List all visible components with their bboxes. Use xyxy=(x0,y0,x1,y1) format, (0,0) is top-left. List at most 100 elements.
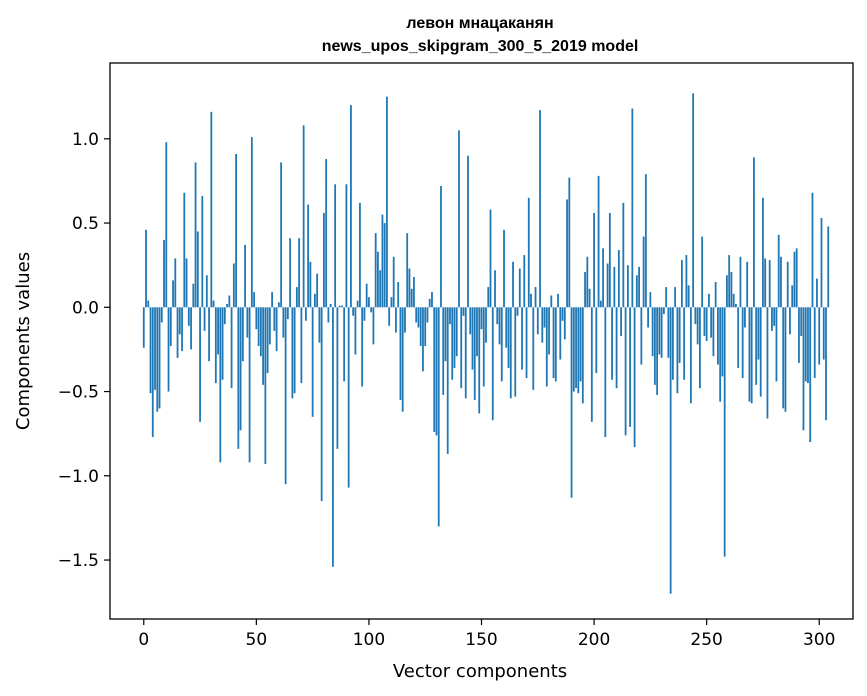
bar-139 xyxy=(455,307,458,357)
bar-294 xyxy=(804,307,807,382)
bar-295 xyxy=(807,307,809,384)
x-axis-label: Vector components xyxy=(393,661,567,682)
bar-304 xyxy=(827,226,830,308)
bar-75 xyxy=(311,307,314,417)
bar-44 xyxy=(241,307,244,362)
bar-168 xyxy=(521,307,523,370)
bar-301 xyxy=(820,218,823,308)
bar-81 xyxy=(325,159,328,308)
bar-300 xyxy=(818,307,821,365)
bar-233 xyxy=(667,307,670,358)
bar-120 xyxy=(413,276,415,308)
bar-217 xyxy=(631,108,634,308)
bar-267 xyxy=(744,307,746,328)
bar-219 xyxy=(635,275,638,308)
bar-38 xyxy=(228,295,231,308)
x-axis: 0 50 100 150 200 250 300 xyxy=(138,619,835,650)
bar-221 xyxy=(640,307,643,365)
bar-103 xyxy=(374,233,377,308)
bar-239 xyxy=(680,260,683,308)
bar-152 xyxy=(485,307,487,343)
bar-124 xyxy=(422,307,424,372)
bar-110 xyxy=(390,297,393,308)
bar-192 xyxy=(575,307,577,389)
bar-118 xyxy=(408,268,411,308)
bar-145 xyxy=(469,307,472,335)
bar-283 xyxy=(780,256,782,308)
bar-87 xyxy=(338,305,341,308)
bar-95 xyxy=(356,300,359,308)
bar-224 xyxy=(647,307,650,328)
bar-96 xyxy=(359,202,361,308)
bar-256 xyxy=(719,307,722,402)
bar-218 xyxy=(633,307,636,448)
bar-16 xyxy=(178,307,181,335)
bar-119 xyxy=(410,288,413,308)
bar-136 xyxy=(449,307,451,325)
bar-5 xyxy=(154,307,156,390)
bar-254 xyxy=(714,282,717,308)
bar-273 xyxy=(757,307,760,360)
bar-9 xyxy=(163,239,165,308)
bar-196 xyxy=(584,271,586,308)
bar-30 xyxy=(210,111,213,308)
bar-144 xyxy=(467,155,469,308)
bar-278 xyxy=(768,260,771,308)
bar-84 xyxy=(331,307,334,567)
bar-223 xyxy=(644,174,647,308)
bar-194 xyxy=(579,307,582,382)
bar-188 xyxy=(566,199,568,308)
bar-275 xyxy=(762,197,764,308)
bar-289 xyxy=(793,251,796,308)
bar-15 xyxy=(176,307,179,358)
bar-261 xyxy=(730,271,733,308)
bar-234 xyxy=(669,307,672,594)
bar-7 xyxy=(158,307,161,409)
bar-250 xyxy=(705,307,708,341)
bar-185 xyxy=(559,307,562,360)
bar-113 xyxy=(397,282,400,308)
bar-285 xyxy=(784,307,787,412)
bar-157 xyxy=(496,307,499,325)
bar-41 xyxy=(235,153,237,308)
bar-143 xyxy=(464,307,467,399)
bar-170 xyxy=(525,307,528,379)
bar-257 xyxy=(721,307,724,377)
bar-203 xyxy=(599,300,602,308)
bar-214 xyxy=(624,307,627,436)
bar-277 xyxy=(766,307,769,419)
bar-14 xyxy=(174,258,177,308)
bar-71 xyxy=(302,125,305,308)
chart-title-line-1: левон мнацаканян xyxy=(406,15,553,32)
x-tick-label: 200 xyxy=(578,630,610,650)
bar-280 xyxy=(773,307,776,326)
bar-107 xyxy=(383,223,386,308)
bar-126 xyxy=(426,307,429,323)
bar-243 xyxy=(689,307,692,404)
bar-127 xyxy=(428,298,431,308)
bar-62 xyxy=(282,307,285,338)
bar-158 xyxy=(498,307,501,345)
bar-45 xyxy=(244,244,246,308)
bar-227 xyxy=(653,307,656,385)
y-tick-label: 1.0 xyxy=(72,130,99,150)
bar-189 xyxy=(568,177,571,308)
bar-231 xyxy=(662,307,665,315)
bar-242 xyxy=(687,285,690,308)
bar-302 xyxy=(822,307,825,360)
bar-137 xyxy=(451,307,454,380)
bar-222 xyxy=(642,236,645,308)
bar-147 xyxy=(473,307,476,400)
bar-230 xyxy=(660,307,663,358)
bar-99 xyxy=(365,283,368,308)
bar-211 xyxy=(617,250,620,308)
bar-129 xyxy=(433,307,436,432)
bar-240 xyxy=(683,307,686,380)
bar-195 xyxy=(581,307,584,404)
x-tick-label: 0 xyxy=(138,630,149,650)
bar-140 xyxy=(458,130,460,308)
bar-37 xyxy=(226,303,228,308)
bar-262 xyxy=(732,293,735,308)
bar-162 xyxy=(507,307,510,368)
bar-226 xyxy=(651,307,654,357)
